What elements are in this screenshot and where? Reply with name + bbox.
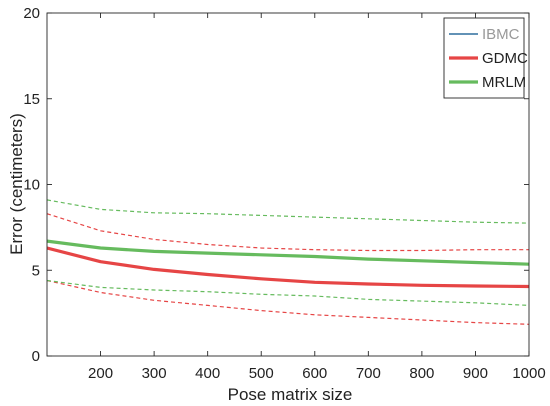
x-tick-label: 700	[356, 365, 381, 382]
x-axis-label: Pose matrix size	[228, 385, 353, 404]
y-axis-label: Error (centimeters)	[7, 113, 26, 255]
y-tick-label: 15	[23, 91, 40, 108]
x-tick-label: 400	[195, 365, 220, 382]
axes: 200 300 400 500 600 700 800 900 1000 0 5 10 15 20	[23, 5, 545, 382]
x-tick-label: 900	[463, 365, 488, 382]
x-tick-label: 500	[249, 365, 274, 382]
mrlm-upper-bound-line	[47, 199, 529, 224]
legend-label-gdmc: GDMC	[482, 50, 528, 67]
x-tick-label: 1000	[512, 365, 545, 382]
y-tick-label: 20	[23, 5, 40, 22]
gdmc-series-line	[47, 246, 529, 289]
legend: IBMC GDMC MRLM	[443, 17, 528, 99]
y-tick-label: 0	[32, 348, 40, 365]
y-tick-label: 5	[32, 262, 40, 279]
x-tick-label: 200	[88, 365, 113, 382]
plot-area	[47, 199, 529, 325]
legend-label-mrlm: MRLM	[482, 74, 526, 91]
legend-label-ibmc: IBMC	[482, 26, 520, 43]
gdmc-upper-bound-line	[47, 213, 529, 252]
x-tick-label: 800	[409, 365, 434, 382]
series-group	[47, 199, 529, 325]
y-tick-label: 10	[23, 177, 40, 194]
mrlm-lower-bound-line	[47, 279, 529, 306]
mrlm-series-line	[47, 239, 529, 266]
x-tick-label: 600	[302, 365, 327, 382]
x-tick-label: 300	[142, 365, 167, 382]
